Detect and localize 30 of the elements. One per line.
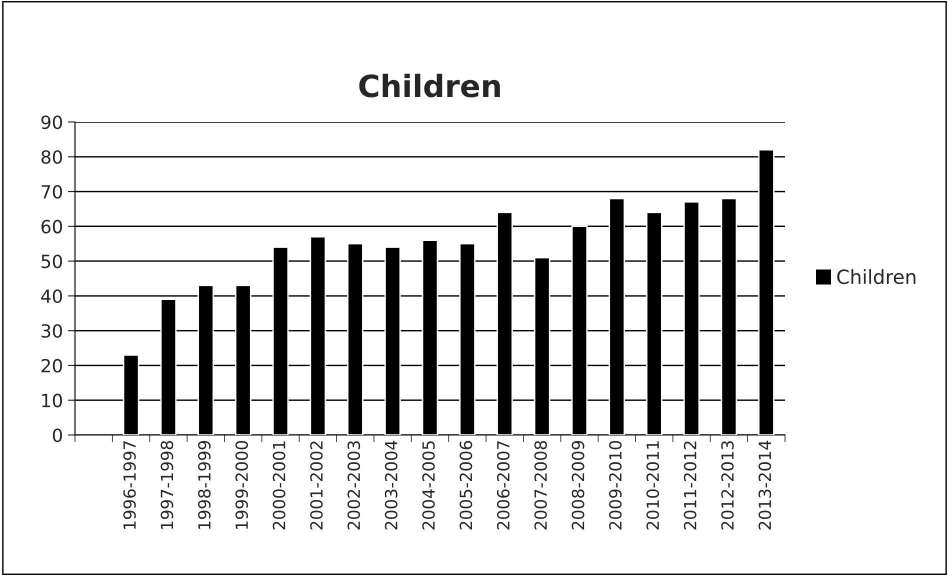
x-tick-label: 2002-2003 [347,441,360,530]
chart-title: Children [359,74,500,98]
x-tick-label: 1998-1999 [198,441,211,529]
y-tick-label: 60 [41,220,62,234]
y-tick-label: 90 [41,115,62,130]
y-tick-label: 20 [42,358,62,373]
x-tick-label: 1997-1998 [160,441,174,529]
x-tick-label: 1996-1997 [123,441,136,529]
x-tick-label: 2008-2009 [572,441,584,530]
x-tick-label: 2012-2013 [721,441,734,530]
x-tick-label: 2000-2001 [272,441,286,530]
x-tick-label: 2003-2004 [384,440,398,530]
x-tick-label: 2006-2007 [496,441,510,530]
y-tick-label: 70 [42,185,62,199]
x-tick-label: 2010-2011 [646,441,660,530]
y-tick-label: 30 [42,324,62,338]
y-tick-label: 40 [41,289,62,304]
legend-label: Children [837,269,916,284]
x-tick-label: 2004-2005 [422,441,435,530]
x-tick-label: 2007-2008 [534,441,547,530]
x-tick-label: 2013-2014 [758,440,772,530]
x-tick-label: 2011-2012 [684,442,696,530]
x-tick-label: 2001-2002 [310,442,323,530]
y-tick-label: 50 [42,254,62,268]
y-tick-label: 10 [42,394,62,408]
x-tick-label: 1999-2000 [235,440,248,529]
y-tick-label: 0 [52,428,62,442]
y-tick-label: 80 [41,150,62,164]
x-tick-label: 2005-2006 [460,440,472,530]
x-tick-label: 2009-2010 [609,440,622,530]
